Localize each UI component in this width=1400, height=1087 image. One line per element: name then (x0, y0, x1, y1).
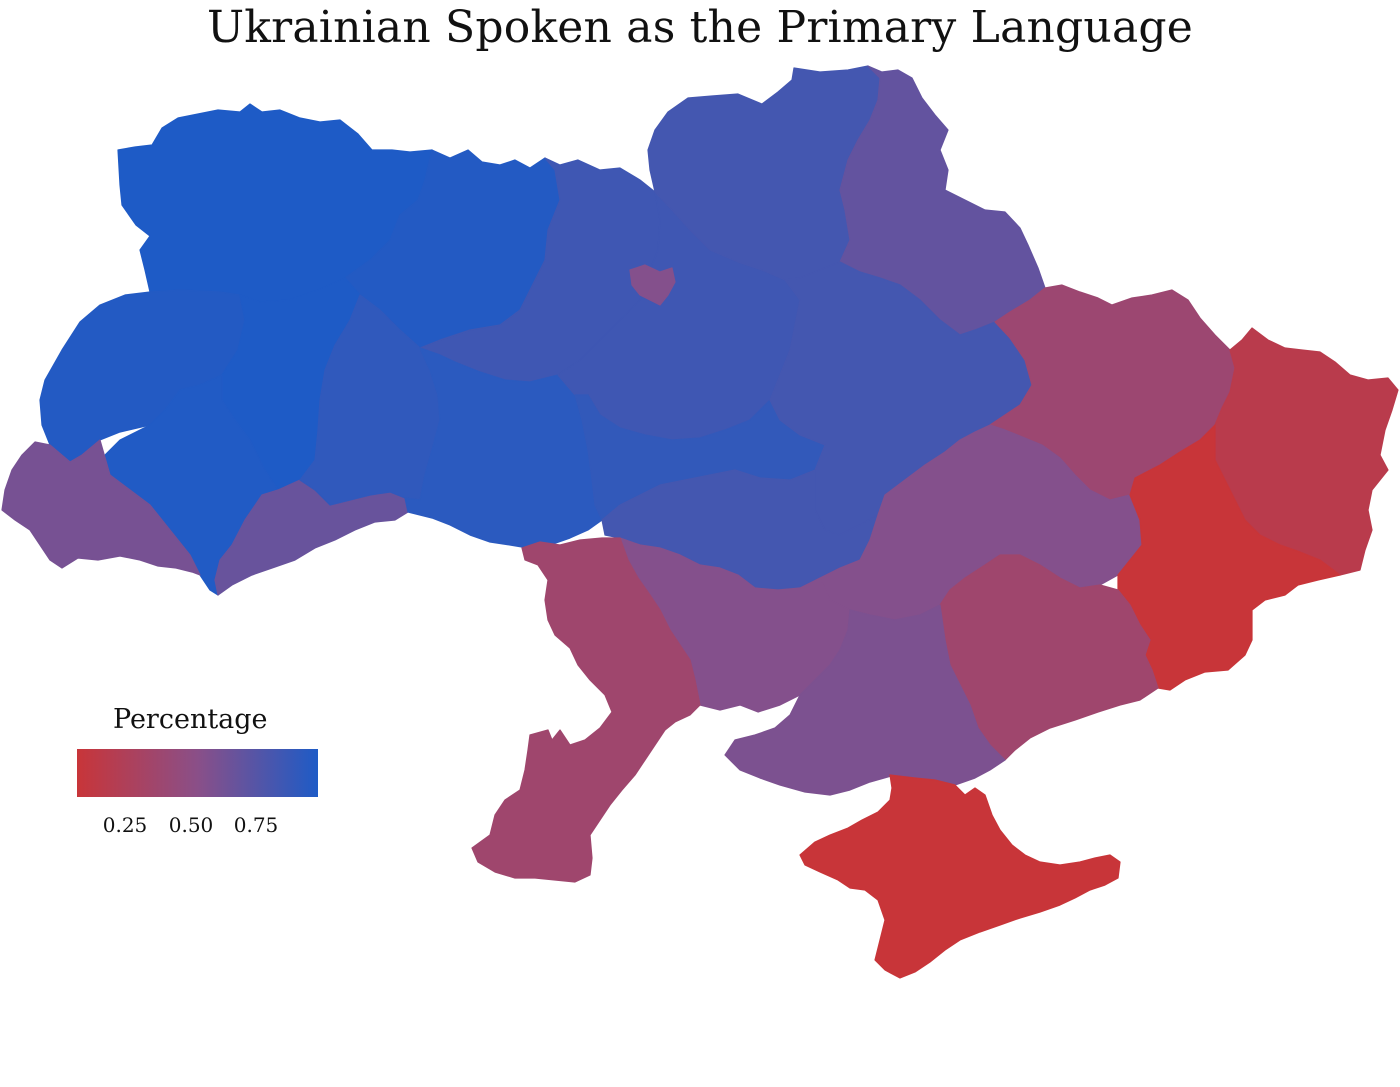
region-crimea (799, 774, 1121, 979)
region-kherson (724, 604, 1006, 796)
region-zakarpattia (1, 439, 201, 576)
legend-title: Percentage (113, 704, 268, 735)
region-kyiv-city (629, 264, 676, 306)
legend-tick-label: 0.50 (168, 813, 214, 837)
legend-tick-label: 0.25 (102, 813, 148, 837)
region-donetsk (1117, 424, 1341, 691)
legend-tick-label: 0.75 (233, 813, 279, 837)
legend-color-bar (77, 749, 318, 797)
region-odesa (471, 537, 701, 883)
map-title: Ukrainian Spoken as the Primary Language (207, 2, 1193, 53)
